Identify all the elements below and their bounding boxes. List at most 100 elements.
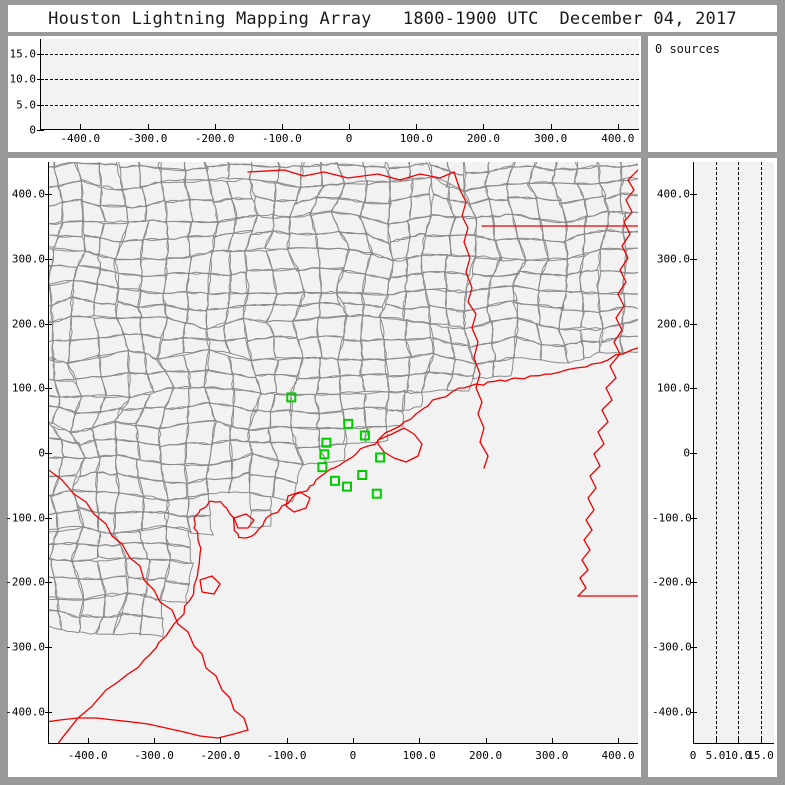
- lma-station-marker[interactable]: [358, 471, 366, 479]
- county-polygon: [207, 293, 230, 310]
- county-polygon: [513, 271, 542, 290]
- county-polygon: [100, 205, 129, 223]
- page-title: Houston Lightning Mapping Array 1800-190…: [48, 9, 737, 29]
- county-polygon: [186, 420, 215, 444]
- county-polygon: [361, 203, 391, 224]
- gridline-vertical: [738, 162, 739, 744]
- county-polygon: [72, 560, 101, 580]
- top-panel-y-axis: [40, 39, 41, 130]
- county-polygon: [361, 374, 390, 393]
- y-tick-mark: [45, 712, 52, 713]
- lma-station-marker[interactable]: [343, 483, 351, 491]
- x-tick-mark: [154, 738, 155, 744]
- county-polygon: [124, 333, 145, 353]
- county-polygon: [115, 422, 138, 442]
- county-polygon: [406, 256, 422, 277]
- county-polygon: [552, 169, 577, 184]
- county-polygon: [48, 438, 63, 459]
- county-polygon: [147, 371, 174, 392]
- county-polygon: [207, 461, 233, 480]
- altitude-vs-east-plot-area[interactable]: [40, 39, 639, 130]
- x-tick-mark: [416, 124, 417, 130]
- county-polygon: [157, 337, 184, 359]
- county-polygon: [76, 377, 107, 397]
- county-polygon: [364, 392, 389, 409]
- x-tick-label: 15.0: [747, 749, 774, 762]
- y-tick-mark: [37, 54, 44, 55]
- county-polygon: [320, 268, 345, 294]
- county-polygon: [72, 472, 97, 492]
- y-tick-label: -100.0: [5, 511, 45, 524]
- county-polygon: [247, 336, 276, 361]
- county-polygon: [48, 201, 63, 225]
- y-tick-mark: [37, 79, 44, 80]
- x-tick-mark: [738, 738, 739, 744]
- county-polygon: [559, 310, 584, 330]
- lma-station-marker[interactable]: [376, 454, 384, 462]
- county-polygon: [187, 273, 211, 294]
- x-tick-mark: [282, 124, 283, 130]
- map-canvas: [48, 162, 638, 744]
- county-polygon: [265, 231, 290, 250]
- county-polygon: [185, 465, 209, 484]
- county-polygon: [166, 526, 191, 548]
- lma-station-marker[interactable]: [331, 477, 339, 485]
- county-polygon: [213, 233, 234, 252]
- county-polygon: [167, 236, 190, 258]
- county-polygon: [582, 293, 601, 313]
- county-boundaries-layer: [48, 162, 638, 637]
- x-tick-mark: [80, 124, 81, 130]
- y-tick-mark: [45, 453, 52, 454]
- county-polygon: [126, 206, 147, 222]
- county-polygon: [275, 375, 297, 395]
- county-polygon: [410, 194, 432, 220]
- county-polygon: [128, 350, 146, 374]
- county-polygon: [599, 336, 623, 353]
- county-polygon: [555, 162, 578, 170]
- state-boundaries-layer: [48, 170, 638, 744]
- county-polygon: [267, 305, 300, 322]
- y-tick-label: 15.0: [2, 48, 36, 61]
- county-polygon: [166, 371, 191, 389]
- y-tick-mark: [690, 518, 697, 519]
- y-tick-mark: [690, 582, 697, 583]
- x-tick-mark: [419, 738, 420, 744]
- county-polygon: [297, 268, 321, 294]
- county-polygon: [538, 291, 566, 309]
- x-tick-label: 400.0: [601, 132, 634, 145]
- county-polygon: [226, 179, 252, 200]
- county-polygon: [94, 303, 117, 318]
- sources-panel: 0 sources: [648, 36, 777, 152]
- y-tick-label: -300.0: [5, 641, 45, 654]
- county-polygon: [464, 186, 490, 204]
- y-tick-label: 0: [2, 124, 36, 137]
- y-tick-label: -300.0: [652, 641, 690, 654]
- y-tick-label: 400.0: [652, 188, 690, 201]
- x-tick-mark: [618, 124, 619, 130]
- county-polygon: [166, 200, 193, 222]
- county-polygon: [115, 493, 144, 514]
- gridline-horizontal: [40, 79, 639, 80]
- y-tick-label: 100.0: [652, 382, 690, 395]
- county-polygon: [54, 235, 86, 251]
- x-tick-label: 0: [346, 132, 353, 145]
- county-polygon: [361, 359, 389, 375]
- county-polygon: [598, 292, 625, 311]
- county-polygon: [166, 560, 194, 585]
- county-polygon: [209, 180, 232, 202]
- altitude-vs-north-plot-area[interactable]: [693, 162, 774, 744]
- lma-station-marker[interactable]: [318, 463, 326, 471]
- county-polygon: [72, 297, 95, 317]
- x-tick-mark: [215, 124, 216, 130]
- title-bar: Houston Lightning Mapping Array 1800-190…: [8, 5, 777, 32]
- y-tick-label: 0: [652, 447, 690, 460]
- plan-view-map-plot-area[interactable]: [48, 162, 638, 744]
- lma-station-marker[interactable]: [373, 490, 381, 498]
- county-polygon: [390, 238, 410, 260]
- county-polygon: [316, 376, 341, 395]
- x-tick-mark: [220, 738, 221, 744]
- gridline-vertical: [761, 162, 762, 744]
- county-polygon: [317, 316, 347, 337]
- y-tick-mark: [45, 324, 52, 325]
- county-polygon: [338, 359, 363, 376]
